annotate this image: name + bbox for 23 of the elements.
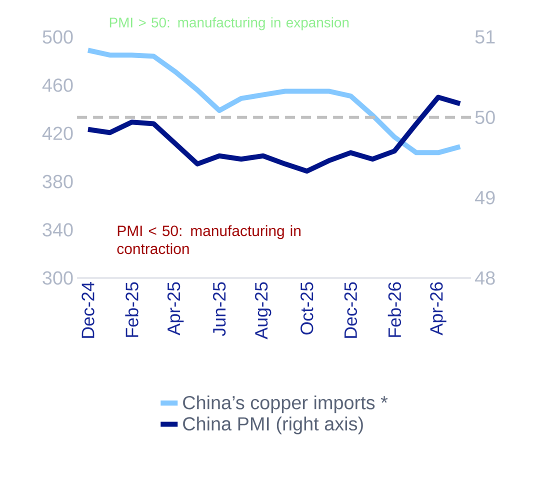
y2-tick-label: 50 (475, 110, 495, 124)
x-tick-label: Feb-26 (388, 282, 402, 337)
y2-tick-label: 49 (475, 190, 495, 204)
x-tick-label: Aug-25 (254, 282, 272, 340)
y2-tick-label: 51 (475, 30, 495, 44)
x-tick-label: Apr-25 (167, 282, 184, 336)
y-tick-label: 380 (42, 174, 73, 188)
x-tick-label: Oct-25 (300, 282, 314, 334)
x-tick-label: Dec-25 (344, 282, 358, 338)
y2-tick-label: 48 (475, 271, 495, 285)
y-tick-label: 420 (42, 126, 73, 140)
x-tick-label: Feb-25 (125, 282, 138, 337)
y-tick-label: 460 (42, 78, 73, 92)
x-tick-label: Apr-26 (430, 282, 446, 336)
y-tick-label: 500 (42, 30, 73, 44)
y-tick-label: 340 (42, 223, 73, 237)
x-tick-label: Jun-25 (212, 282, 226, 336)
y-tick-label: 300 (42, 271, 73, 285)
legend-label: China’s copper imports * (183, 395, 388, 414)
legend-label: China PMI (right axis) (183, 416, 363, 434)
text: PMI > 50: manufacturing in expansion (110, 17, 349, 30)
x-tick-label: Dec-24 (82, 282, 94, 338)
annotation: PMI < 50: manufacturing in contraction (117, 225, 300, 254)
